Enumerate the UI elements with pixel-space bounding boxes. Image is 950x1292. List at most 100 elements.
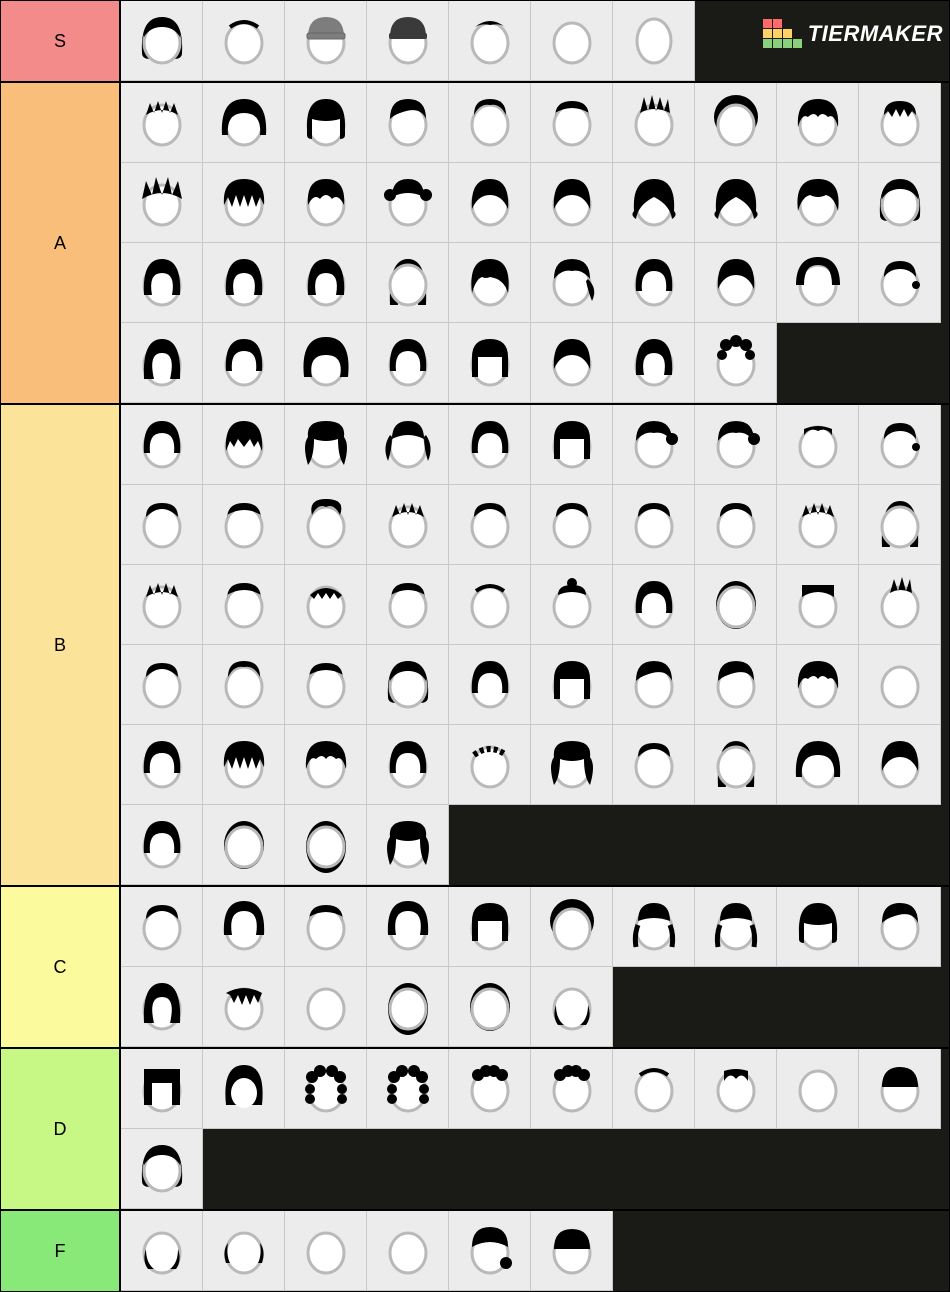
tier-item-spiky_short[interactable] — [121, 83, 203, 163]
tier-item-hollow_bob[interactable] — [613, 243, 695, 323]
tier-item-medium_wavy[interactable] — [449, 243, 531, 323]
tier-item-crew[interactable] — [531, 485, 613, 565]
tier-item-long_straight[interactable] — [859, 485, 941, 565]
tier-item-bob_chin[interactable] — [203, 243, 285, 323]
tier-item-hollow_bob[interactable] — [367, 323, 449, 403]
tier-item-side_swept[interactable] — [695, 645, 777, 725]
tier-item-spiky_short[interactable] — [121, 565, 203, 645]
tier-item-oval_bob[interactable] — [203, 805, 285, 885]
tier-item-bob_full[interactable] — [859, 163, 941, 243]
tier-item-blunt_bangs[interactable] — [531, 645, 613, 725]
tier-item-square_bob[interactable] — [121, 1049, 203, 1129]
tier-item-hollow_bob[interactable] — [367, 725, 449, 805]
tier-item-chin_bob[interactable] — [121, 967, 203, 1047]
tier-item-bald_strokeonly[interactable] — [285, 1211, 367, 1291]
tier-item-side_pony[interactable] — [531, 243, 613, 323]
tier-item-beanie_dark[interactable] — [367, 1, 449, 81]
tier-item-tall_curly[interactable] — [695, 323, 777, 403]
tier-item-messy_medium[interactable] — [285, 725, 367, 805]
tier-item-long_wavy[interactable] — [531, 725, 613, 805]
tier-item-choppy_short[interactable] — [285, 565, 367, 645]
tier-item-monk[interactable] — [531, 967, 613, 1047]
tier-item-hollow_bob[interactable] — [613, 565, 695, 645]
tier-item-bald_line[interactable] — [203, 1, 285, 81]
tier-item-blunt_bangs[interactable] — [449, 323, 531, 403]
tier-item-flip_out[interactable] — [695, 163, 777, 243]
tier-item-blunt_bangs[interactable] — [449, 887, 531, 967]
tier-item-crew[interactable] — [121, 887, 203, 967]
tier-label[interactable]: F — [1, 1211, 121, 1291]
tier-item-bowl[interactable] — [531, 1211, 613, 1291]
tier-item-afro[interactable] — [531, 887, 613, 967]
tier-item-side_bun[interactable] — [613, 405, 695, 485]
tier-item-hollow_bob[interactable] — [203, 323, 285, 403]
tier-item-tied_back[interactable] — [859, 405, 941, 485]
tier-item-short_flat[interactable] — [285, 645, 367, 725]
tier-item-bald_strokeonly[interactable] — [285, 967, 367, 1047]
tier-item-monk[interactable] — [121, 1211, 203, 1291]
tier-item-bob_full[interactable] — [121, 1, 203, 81]
tier-item-short_flat[interactable] — [367, 565, 449, 645]
tier-item-side_bun[interactable] — [695, 405, 777, 485]
tier-item-braid_crown[interactable] — [449, 725, 531, 805]
tier-item-bob_full[interactable] — [367, 645, 449, 725]
tier-item-short_flat[interactable] — [203, 485, 285, 565]
tier-item-bald_strokeonly[interactable] — [859, 645, 941, 725]
tier-item-bob_full[interactable] — [121, 1129, 203, 1209]
tier-item-long_wavy[interactable] — [285, 405, 367, 485]
tier-item-long_wavy[interactable] — [367, 805, 449, 885]
tier-item-round_bob[interactable] — [859, 725, 941, 805]
tier-item-topknot[interactable] — [531, 565, 613, 645]
tier-item-crew[interactable] — [121, 485, 203, 565]
tier-item-crew[interactable] — [613, 725, 695, 805]
tier-item-wavy_medium[interactable] — [777, 163, 859, 243]
tier-item-shaggy[interactable] — [203, 163, 285, 243]
tier-label[interactable]: S — [1, 1, 121, 81]
tier-item-round_bob[interactable] — [695, 243, 777, 323]
tier-item-long_straight[interactable] — [695, 725, 777, 805]
tier-item-crew[interactable] — [695, 485, 777, 565]
tier-item-messy_bangs[interactable] — [285, 163, 367, 243]
tier-item-short_flat[interactable] — [531, 83, 613, 163]
tier-item-oval_bob[interactable] — [695, 565, 777, 645]
tier-item-flip_out[interactable] — [613, 163, 695, 243]
tier-item-bob_bangs[interactable] — [777, 887, 859, 967]
tier-item-choppy_bob[interactable] — [203, 405, 285, 485]
tier-item-arc_hair[interactable] — [777, 243, 859, 323]
tier-item-bald_strokeonly[interactable] — [367, 1211, 449, 1291]
tier-item-pigtails_long[interactable] — [367, 405, 449, 485]
tier-item-short_flat[interactable] — [285, 887, 367, 967]
tier-item-side_bun_low[interactable] — [449, 1211, 531, 1291]
tier-item-hollow_bob[interactable] — [449, 645, 531, 725]
tier-item-hollow_bob[interactable] — [121, 405, 203, 485]
tier-item-long_oval[interactable] — [367, 967, 449, 1047]
tier-item-blunt_bangs[interactable] — [531, 405, 613, 485]
tier-item-bob_bangs[interactable] — [285, 83, 367, 163]
tier-item-curly_long[interactable] — [367, 1049, 449, 1129]
tier-item-curly_short[interactable] — [449, 1049, 531, 1129]
tier-label[interactable]: B — [1, 405, 121, 885]
tier-item-messy_medium[interactable] — [777, 83, 859, 163]
tier-item-bob_chin[interactable] — [613, 323, 695, 403]
tier-item-round_bob[interactable] — [531, 323, 613, 403]
tier-item-side_part[interactable] — [449, 1, 531, 81]
tier-item-hollow_bob[interactable] — [121, 805, 203, 885]
tier-item-slick_back[interactable] — [203, 645, 285, 725]
tier-item-bald_line[interactable] — [613, 1049, 695, 1129]
tier-item-curly_short[interactable] — [531, 1049, 613, 1129]
tier-item-crew[interactable] — [121, 645, 203, 725]
tier-item-long_straight[interactable] — [367, 243, 449, 323]
tier-item-messy_medium[interactable] — [777, 645, 859, 725]
tier-item-receding[interactable] — [777, 405, 859, 485]
tier-item-bob_thick[interactable] — [367, 887, 449, 967]
tier-item-spiky_short[interactable] — [777, 485, 859, 565]
tier-item-round_bob[interactable] — [531, 163, 613, 243]
tier-item-big_bob[interactable] — [285, 323, 367, 403]
tier-item-bald_strokeonly[interactable] — [531, 1, 613, 81]
tier-item-curly_long[interactable] — [285, 1049, 367, 1129]
tier-item-oval_bob[interactable] — [449, 967, 531, 1047]
tier-item-balding_sides[interactable] — [203, 1211, 285, 1291]
tier-item-spiky_up[interactable] — [613, 83, 695, 163]
tier-item-side_swept[interactable] — [859, 887, 941, 967]
tier-item-receding_deep[interactable] — [695, 1049, 777, 1129]
